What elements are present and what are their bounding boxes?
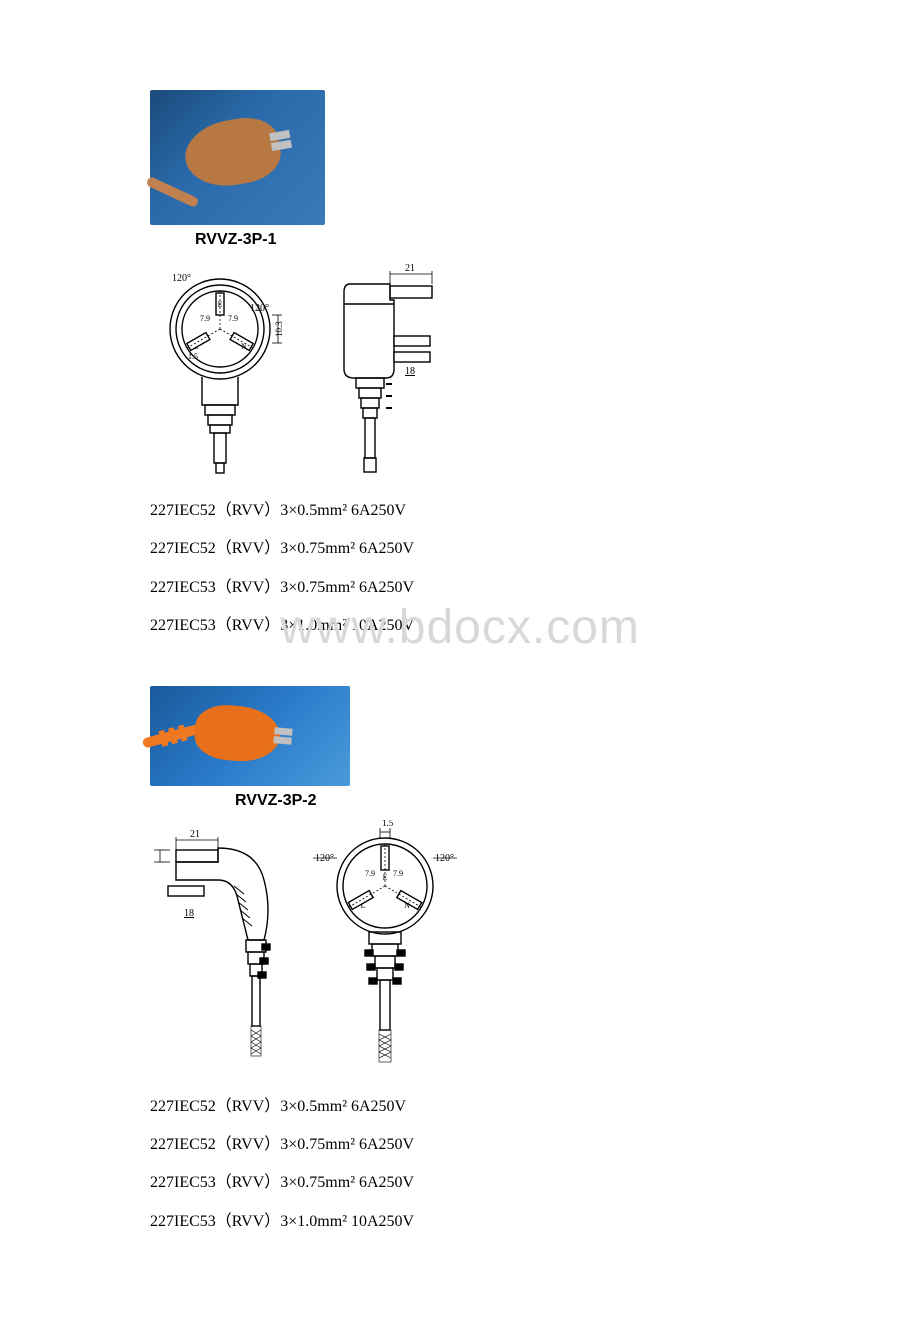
svg-text:120°: 120°: [435, 853, 454, 864]
spec-line: 227IEC53（RVV）3×1.0mm² 10A250V: [150, 1203, 770, 1241]
svg-text:21: 21: [405, 263, 415, 274]
product-1: RVVZ-3P-1 E L: [150, 90, 770, 646]
spec-line: 227IEC52（RVV）3×0.75mm² 6A250V: [150, 530, 770, 568]
spec-line: 227IEC52（RVV）3×0.5mm² 6A250V: [150, 1088, 770, 1126]
document-page: www.bdocx.com RVVZ-3P-1 E: [0, 0, 920, 1341]
product-1-specs: 227IEC52（RVV）3×0.5mm² 6A250V 227IEC52（RV…: [150, 492, 770, 646]
svg-text:N: N: [404, 901, 410, 910]
svg-text:10.3: 10.3: [274, 321, 284, 337]
spec-line: 227IEC53（RVV）3×0.75mm² 6A250V: [150, 569, 770, 607]
svg-text:7.9: 7.9: [200, 314, 210, 323]
svg-text:120°: 120°: [250, 303, 269, 314]
product-1-photo: [150, 90, 325, 225]
svg-text:7.9: 7.9: [393, 869, 403, 878]
svg-text:1.5: 1.5: [382, 820, 394, 828]
svg-text:6.4: 6.4: [150, 852, 151, 862]
svg-text:7.9: 7.9: [228, 314, 238, 323]
product-1-diagram: E L N: [150, 259, 770, 474]
product-2-specs: 227IEC52（RVV）3×0.5mm² 6A250V 227IEC52（RV…: [150, 1088, 770, 1242]
svg-text:120°: 120°: [172, 273, 191, 284]
svg-text:18: 18: [184, 908, 194, 919]
svg-text:120°: 120°: [315, 853, 334, 864]
product-2-diagram: 21 6.4 18: [150, 820, 770, 1070]
svg-text:7.9: 7.9: [365, 869, 375, 878]
product-2-photo: [150, 686, 350, 786]
spec-line: 227IEC53（RVV）3×0.75mm² 6A250V: [150, 1164, 770, 1202]
product-2-plug: [193, 702, 282, 764]
spec-line: 227IEC52（RVV）3×0.5mm² 6A250V: [150, 492, 770, 530]
diagram-label-N: N: [241, 342, 247, 351]
product-1-label: RVVZ-3P-1: [195, 231, 770, 249]
product-2-cord: [142, 723, 203, 748]
product-2-label: RVVZ-3P-2: [235, 792, 770, 810]
product-1-cord: [145, 176, 199, 208]
svg-text:1.5: 1.5: [188, 352, 198, 361]
spec-line: 227IEC53（RVV）3×1.0mm² 10A250V: [150, 607, 770, 645]
svg-text:21: 21: [190, 829, 200, 840]
product-1-plug: [180, 112, 285, 193]
product-2: RVVZ-3P-2 21 6.4: [150, 686, 770, 1242]
svg-text:18: 18: [405, 366, 415, 377]
spec-line: 227IEC52（RVV）3×0.75mm² 6A250V: [150, 1126, 770, 1164]
